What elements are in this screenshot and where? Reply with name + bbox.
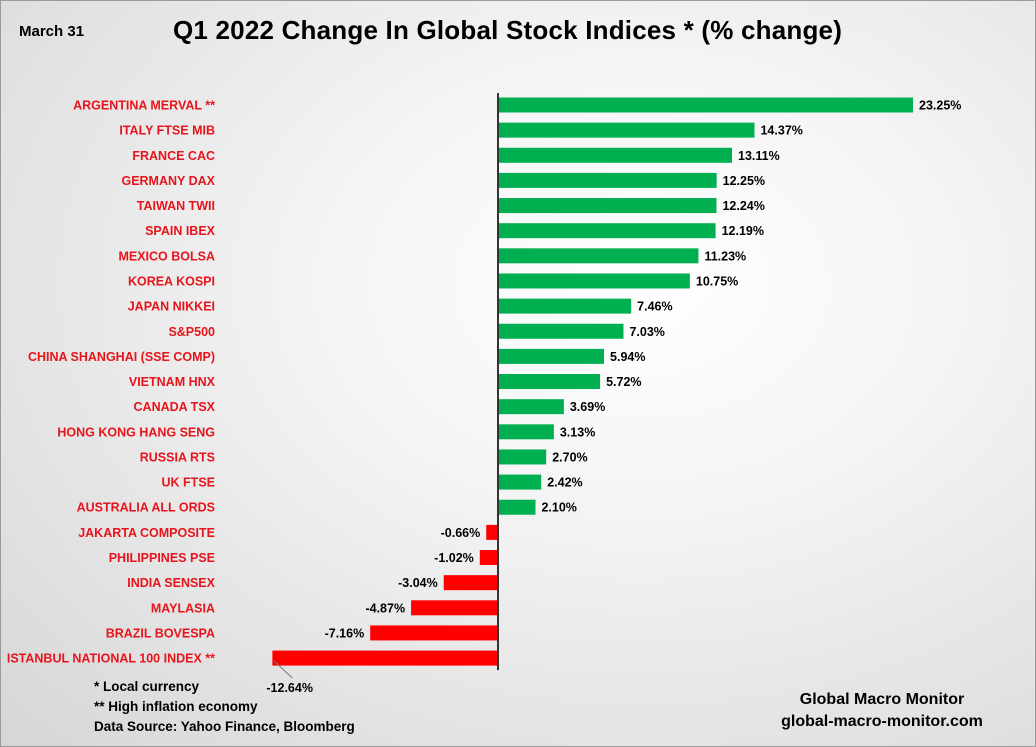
- bar: [498, 223, 716, 239]
- category-label: ARGENTINA MERVAL **: [73, 99, 215, 113]
- category-label: AUSTRALIA ALL ORDS: [77, 501, 215, 515]
- bar: [498, 248, 699, 264]
- value-label: 3.69%: [570, 400, 605, 414]
- bar: [370, 625, 498, 641]
- category-label: JAPAN NIKKEI: [128, 300, 215, 314]
- value-label: 23.25%: [919, 99, 961, 113]
- footnote-local-currency: * Local currency: [94, 679, 200, 694]
- bar: [498, 323, 624, 339]
- value-label: 2.70%: [552, 450, 587, 464]
- category-label: RUSSIA RTS: [140, 450, 215, 464]
- category-label: SPAIN IBEX: [145, 224, 216, 238]
- value-label: -1.02%: [434, 551, 474, 565]
- category-label: CANADA TSX: [134, 400, 216, 414]
- category-label: INDIA SENSEX: [127, 576, 215, 590]
- bar: [479, 550, 498, 566]
- bar: [498, 147, 733, 163]
- category-label: GERMANY DAX: [121, 174, 215, 188]
- value-label: -0.66%: [441, 526, 481, 540]
- value-label: 12.25%: [723, 174, 765, 188]
- value-label: -3.04%: [398, 576, 438, 590]
- value-label: 3.13%: [560, 425, 595, 439]
- category-label: FRANCE CAC: [132, 149, 215, 163]
- bar: [486, 524, 498, 540]
- category-label: UK FTSE: [162, 476, 215, 490]
- bar: [498, 399, 564, 415]
- value-label: 11.23%: [704, 249, 746, 263]
- category-label: KOREA KOSPI: [128, 274, 215, 288]
- category-label: TAIWAN TWII: [137, 199, 215, 213]
- date-label: March 31: [19, 23, 85, 40]
- leader-line: [274, 660, 293, 679]
- category-label: S&P500: [168, 325, 215, 339]
- bar: [498, 172, 717, 188]
- value-label: 2.10%: [541, 501, 576, 515]
- category-label: BRAZIL BOVESPA: [106, 626, 215, 640]
- bar: [498, 424, 554, 440]
- value-label: 7.46%: [637, 300, 672, 314]
- value-label: 5.72%: [606, 375, 641, 389]
- bar: [498, 499, 536, 515]
- category-label: ITALY FTSE MIB: [119, 124, 215, 138]
- bar: [411, 600, 498, 616]
- category-label: JAKARTA COMPOSITE: [78, 526, 215, 540]
- category-label: MEXICO BOLSA: [118, 249, 215, 263]
- bar: [498, 273, 690, 289]
- bar: [498, 298, 632, 314]
- value-label: 12.24%: [722, 199, 764, 213]
- category-label: HONG KONG HANG SENG: [57, 425, 215, 439]
- value-label: 7.03%: [629, 325, 664, 339]
- brand-url: global-macro-monitor.com: [781, 713, 983, 730]
- bar: [498, 198, 717, 214]
- value-label: -12.64%: [266, 681, 313, 695]
- brand-name: Global Macro Monitor: [799, 691, 965, 708]
- category-label: MAYLASIA: [151, 601, 215, 615]
- data-source: Data Source: Yahoo Finance, Bloomberg: [94, 719, 355, 734]
- value-label: 5.94%: [610, 350, 645, 364]
- category-label: CHINA SHANGHAI (SSE COMP): [28, 350, 215, 364]
- bar: [498, 97, 913, 113]
- bar: [443, 575, 498, 591]
- category-label: VIETNAM HNX: [129, 375, 216, 389]
- chart-title: Q1 2022 Change In Global Stock Indices *…: [173, 15, 843, 45]
- value-label: 13.11%: [738, 149, 780, 163]
- value-label: -7.16%: [325, 626, 365, 640]
- bar: [498, 122, 755, 138]
- bar: [498, 348, 605, 364]
- bar: [498, 474, 542, 490]
- value-label: 14.37%: [760, 124, 802, 138]
- bar: [498, 449, 547, 465]
- category-label: PHILIPPINES PSE: [109, 551, 215, 565]
- value-label: 10.75%: [696, 274, 738, 288]
- value-label: -4.87%: [365, 601, 405, 615]
- value-label: 2.42%: [547, 476, 582, 490]
- category-label: ISTANBUL NATIONAL 100 INDEX **: [7, 652, 215, 666]
- bar: [272, 650, 498, 666]
- value-label: 12.19%: [722, 224, 764, 238]
- bar: [498, 374, 601, 390]
- footnote-high-inflation: ** High inflation economy: [94, 699, 258, 714]
